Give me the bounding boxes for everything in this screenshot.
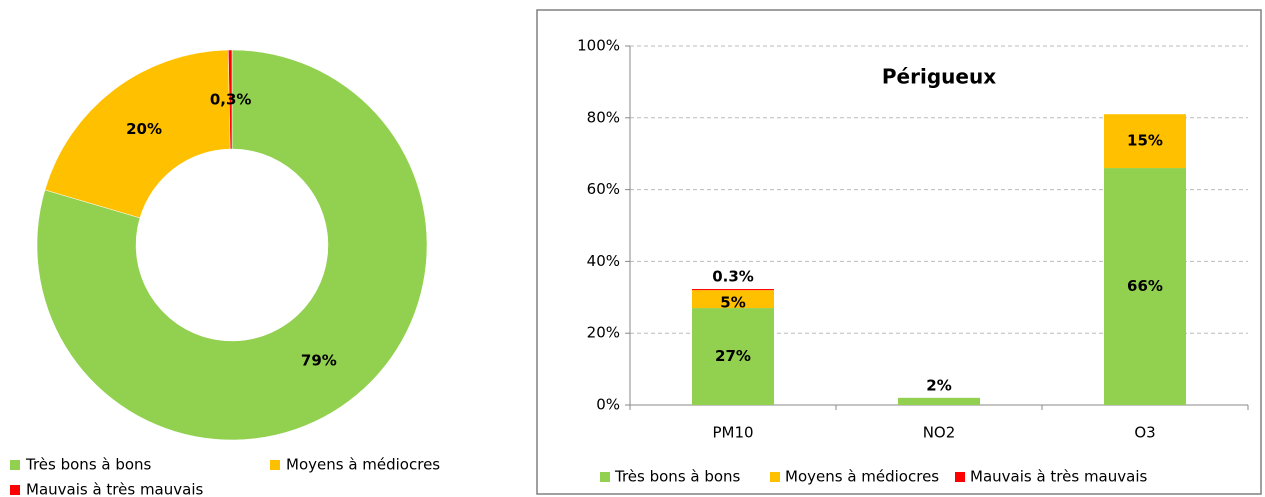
y-tick-label: 0%	[596, 396, 620, 414]
donut-slice	[228, 49, 233, 150]
legend-label: Très bons à bons	[614, 468, 741, 486]
y-tick-label: 100%	[577, 37, 620, 55]
data-label: 5%	[720, 294, 745, 312]
y-tick-label: 80%	[587, 108, 620, 126]
x-tick-label: O3	[1134, 424, 1155, 442]
data-label: 27%	[715, 347, 751, 365]
bar-segment	[1104, 114, 1186, 169]
data-label: 0.3%	[712, 268, 754, 286]
bar-segment	[898, 397, 980, 405]
bar-segment	[1104, 168, 1186, 405]
data-label: 79%	[301, 352, 337, 370]
donut-slice	[44, 49, 231, 219]
data-label: 66%	[1127, 277, 1163, 295]
legend-swatch	[955, 472, 965, 482]
x-tick-label: NO2	[923, 424, 956, 442]
data-label: 20%	[126, 120, 162, 138]
legend-label: Mauvais à très mauvais	[970, 468, 1147, 486]
legend-swatch	[10, 485, 20, 495]
legend-swatch	[270, 460, 280, 470]
donut-slice	[36, 49, 428, 441]
data-label: 2%	[926, 376, 951, 394]
legend-swatch	[10, 460, 20, 470]
data-label: 15%	[1127, 132, 1163, 150]
legend-swatch	[600, 472, 610, 482]
bar-segment	[692, 290, 774, 309]
bar-segment	[692, 308, 774, 405]
chart-title: Périgueux	[882, 65, 996, 89]
legend-label: Moyens à médiocres	[286, 456, 440, 474]
y-tick-label: 40%	[587, 252, 620, 270]
x-tick-label: PM10	[712, 424, 753, 442]
bar-segment	[692, 289, 774, 291]
data-label: 0,3%	[210, 91, 252, 109]
legend-label: Mauvais à très mauvais	[26, 481, 203, 497]
y-tick-label: 20%	[587, 324, 620, 342]
legend-label: Très bons à bons	[25, 456, 152, 474]
legend-label: Moyens à médiocres	[785, 468, 939, 486]
legend-swatch	[770, 472, 780, 482]
y-tick-label: 60%	[587, 180, 620, 198]
